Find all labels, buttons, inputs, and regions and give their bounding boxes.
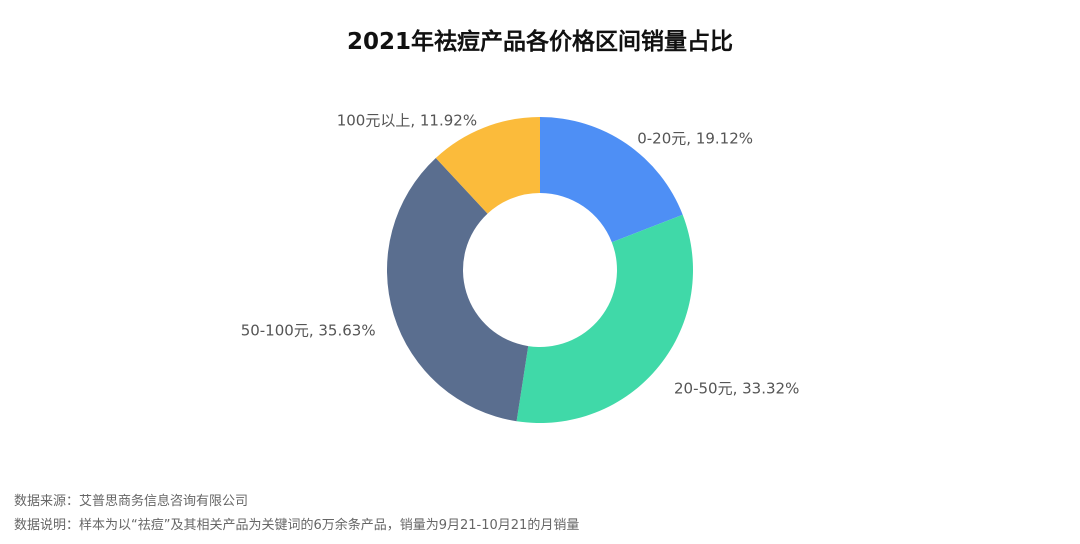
category-label: 20-50元 — [674, 379, 733, 398]
value-label: 33.32% — [733, 379, 800, 397]
chart-title: 2021年祛痘产品各价格区间销量占比 — [346, 29, 733, 55]
category-label: 100元以上 — [336, 111, 411, 130]
slice-label: 100元以上11.92% — [337, 109, 477, 130]
source: 数据来源：艾普思商务信息咨询有限公司 — [14, 494, 249, 509]
slice-label: 20-50元33.32% — [674, 377, 799, 398]
donut-slice — [516, 214, 693, 423]
category-label: 0-20元 — [637, 129, 687, 148]
note: 数据说明：样本为以“祛痘”及其相关产品为关键词的6万余条产品，销量为9月21-1… — [14, 518, 580, 533]
slice-label: 50-100元35.63% — [241, 320, 376, 341]
value-label: 11.92% — [410, 111, 477, 129]
donut-slice — [387, 157, 529, 422]
donut-slice — [435, 117, 540, 214]
donut-slice — [540, 117, 683, 243]
value-label: 19.12% — [686, 130, 753, 148]
value-label: 35.63% — [309, 322, 376, 340]
category-label: 50-100元 — [240, 321, 309, 340]
slice-label: 0-20元19.12% — [637, 128, 753, 149]
